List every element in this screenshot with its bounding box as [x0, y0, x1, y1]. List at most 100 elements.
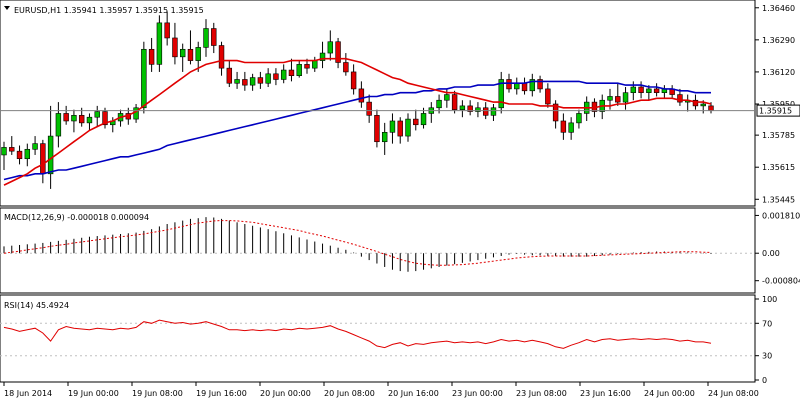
candle [265, 68, 271, 88]
price-title: EURUSD,H1 1.35941 1.35957 1.35915 1.3591… [4, 6, 204, 15]
candle [413, 109, 419, 131]
candle [381, 122, 388, 155]
candle [653, 83, 660, 97]
price-tick-label: 1.35950 [762, 100, 795, 109]
time-tick-label: 20 Jun 00:00 [260, 389, 311, 398]
candle [257, 71, 264, 89]
macd-signal-line [3, 220, 712, 266]
bear-candle-body [40, 143, 46, 175]
time-tick-label: 19 Jun 16:00 [196, 389, 247, 398]
macd-tick-label: 0.001810 [762, 211, 800, 220]
macd-title-text: MACD(12,26,9) -0.000018 0.000094 [4, 213, 149, 222]
bear-candle-body [211, 28, 217, 46]
rsi-tick-label: 30 [762, 352, 772, 361]
bull-candle-body [312, 60, 318, 69]
bear-candle-body [187, 48, 194, 61]
price-axis: 1.36460 1.36290 1.36120 1.35950 1.35785 1.356… [755, 4, 795, 204]
bear-candle-body [63, 113, 69, 122]
candle [677, 88, 683, 106]
candle [141, 41, 147, 114]
candle [24, 143, 31, 167]
bear-candle-body [545, 88, 551, 105]
candle [55, 102, 62, 148]
collapse-triangle-icon [4, 6, 10, 10]
bear-candle-body [9, 147, 15, 152]
candle [1, 141, 7, 171]
bull-candle-body [195, 47, 201, 61]
bear-candle-body [615, 96, 621, 103]
candle [475, 102, 481, 118]
bull-candle-body [490, 107, 497, 116]
bull-candle-body [203, 28, 209, 48]
bull-candle-body [700, 103, 706, 107]
candle [576, 109, 582, 129]
bull-candle-body [265, 73, 271, 84]
rsi-tick-label: 70 [762, 319, 772, 328]
price-tick-label: 1.36460 [762, 4, 795, 13]
candle [451, 90, 458, 114]
bear-candle-body [521, 82, 528, 92]
bull-candle-body [646, 88, 652, 93]
bear-candle-body [148, 48, 155, 65]
bull-candle-body [529, 79, 536, 92]
bull-candle-body [327, 41, 334, 54]
bull-candle-body [630, 86, 637, 93]
candle [187, 30, 194, 65]
candle [529, 73, 536, 97]
macd-tick-label: -0.000804 [762, 277, 800, 286]
bull-candle-body [576, 113, 582, 124]
bear-candle-body [102, 111, 108, 126]
bear-candle-body [366, 101, 372, 116]
bull-candle-body [94, 111, 100, 118]
macd-panel-frame [0, 207, 756, 294]
bull-candle-body [55, 113, 62, 137]
candle [335, 37, 341, 69]
rsi-title-text: RSI(14) 45.4924 [4, 301, 69, 310]
current-price-label: 1.35915 [759, 107, 792, 116]
bull-candle-body [381, 132, 388, 143]
candle [179, 43, 186, 72]
bear-candle-body [343, 62, 349, 73]
candle [615, 83, 621, 106]
bear-candle-body [257, 77, 264, 84]
bull-candle-body [71, 115, 77, 122]
candle [319, 41, 326, 69]
bull-candle-body [156, 22, 163, 65]
candle [545, 83, 551, 108]
price-tick-label: 1.35445 [762, 195, 795, 204]
macd-panel: 0.001810 0.00 -0.000804 MACD(12,26,9) -0.0… [0, 207, 800, 294]
time-tick-label: 23 Jun 00:00 [452, 389, 503, 398]
bear-candle-body [506, 79, 512, 90]
bear-candle-body [304, 64, 310, 69]
bear-candle-body [218, 45, 225, 69]
candle [156, 15, 163, 72]
candle [389, 113, 396, 144]
candle [280, 64, 287, 84]
candle [9, 136, 15, 155]
candle [459, 100, 466, 118]
candle [343, 53, 349, 76]
candle [537, 75, 543, 93]
candle [560, 113, 567, 140]
bull-candle-body [420, 113, 427, 126]
candle [358, 81, 365, 108]
rsi-tick-label: 100 [762, 295, 777, 304]
candle [288, 58, 295, 82]
candle [234, 71, 240, 89]
candle [467, 100, 473, 116]
candle [490, 104, 497, 121]
bull-candle-body [622, 92, 629, 103]
candle [16, 145, 23, 165]
bull-candle-body [568, 122, 574, 133]
price-title-text: EURUSD,H1 1.35941 1.35957 1.35915 1.3591… [14, 6, 204, 15]
bear-candle-body [677, 94, 683, 103]
bull-candle-body [1, 147, 7, 156]
time-axis: 18 Jun 2014 19 Jun 00:00 19 Jun 08:00 19 Ju… [3, 382, 759, 398]
candle [568, 117, 574, 140]
bull-candle-body [475, 107, 481, 112]
bear-candle-body [78, 115, 85, 124]
candle [32, 136, 38, 155]
bull-candle-body [24, 148, 31, 160]
time-tick-label: 18 Jun 2014 [4, 389, 52, 398]
